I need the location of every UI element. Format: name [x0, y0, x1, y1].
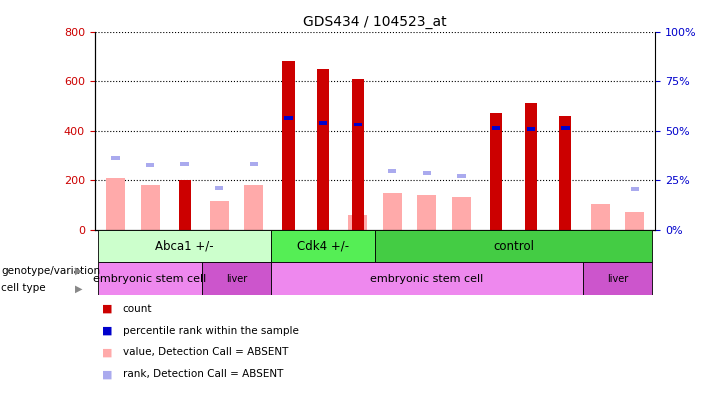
- Text: ■: ■: [102, 369, 112, 379]
- Bar: [202, 262, 271, 295]
- Text: count: count: [123, 304, 152, 314]
- Bar: [98, 262, 202, 295]
- Bar: [452, 197, 471, 230]
- Text: ■: ■: [102, 326, 112, 336]
- Bar: [285, 116, 292, 120]
- Text: embryonic stem cell: embryonic stem cell: [370, 274, 484, 284]
- Text: ▶: ▶: [75, 266, 83, 276]
- Bar: [352, 79, 364, 230]
- Bar: [526, 128, 535, 131]
- Bar: [490, 113, 502, 230]
- Bar: [348, 215, 367, 230]
- Bar: [353, 122, 362, 126]
- Bar: [317, 69, 329, 230]
- Bar: [375, 230, 652, 262]
- Text: ▶: ▶: [75, 283, 83, 293]
- Bar: [245, 185, 264, 230]
- Text: Abca1 +/-: Abca1 +/-: [156, 240, 214, 253]
- Bar: [417, 195, 437, 230]
- Bar: [106, 178, 125, 230]
- Bar: [210, 201, 229, 230]
- Bar: [630, 187, 639, 191]
- Text: genotype/variation: genotype/variation: [1, 266, 100, 276]
- Bar: [271, 230, 375, 262]
- Text: cell type: cell type: [1, 283, 46, 293]
- Bar: [140, 185, 160, 230]
- Bar: [250, 162, 258, 166]
- Bar: [111, 156, 120, 160]
- Text: ■: ■: [102, 304, 112, 314]
- Bar: [559, 116, 571, 230]
- Text: liver: liver: [607, 274, 628, 284]
- Bar: [492, 126, 501, 130]
- Bar: [146, 163, 154, 167]
- Title: GDS434 / 104523_at: GDS434 / 104523_at: [304, 15, 447, 29]
- Bar: [525, 103, 537, 230]
- Bar: [180, 162, 189, 166]
- Bar: [625, 212, 644, 230]
- Bar: [423, 171, 431, 175]
- Bar: [283, 61, 294, 230]
- Text: rank, Detection Call = ABSENT: rank, Detection Call = ABSENT: [123, 369, 283, 379]
- Bar: [98, 230, 271, 262]
- Text: ■: ■: [102, 347, 112, 358]
- Bar: [271, 262, 583, 295]
- Text: percentile rank within the sample: percentile rank within the sample: [123, 326, 299, 336]
- Text: embryonic stem cell: embryonic stem cell: [93, 274, 207, 284]
- Bar: [383, 193, 402, 230]
- Bar: [458, 174, 465, 178]
- Text: value, Detection Call = ABSENT: value, Detection Call = ABSENT: [123, 347, 288, 358]
- Bar: [562, 126, 570, 130]
- Bar: [319, 121, 327, 125]
- Text: liver: liver: [226, 274, 247, 284]
- Bar: [583, 262, 652, 295]
- Bar: [215, 186, 224, 190]
- Bar: [179, 180, 191, 230]
- Bar: [388, 169, 397, 173]
- Text: Cdk4 +/-: Cdk4 +/-: [297, 240, 349, 253]
- Text: control: control: [493, 240, 534, 253]
- Bar: [590, 204, 610, 230]
